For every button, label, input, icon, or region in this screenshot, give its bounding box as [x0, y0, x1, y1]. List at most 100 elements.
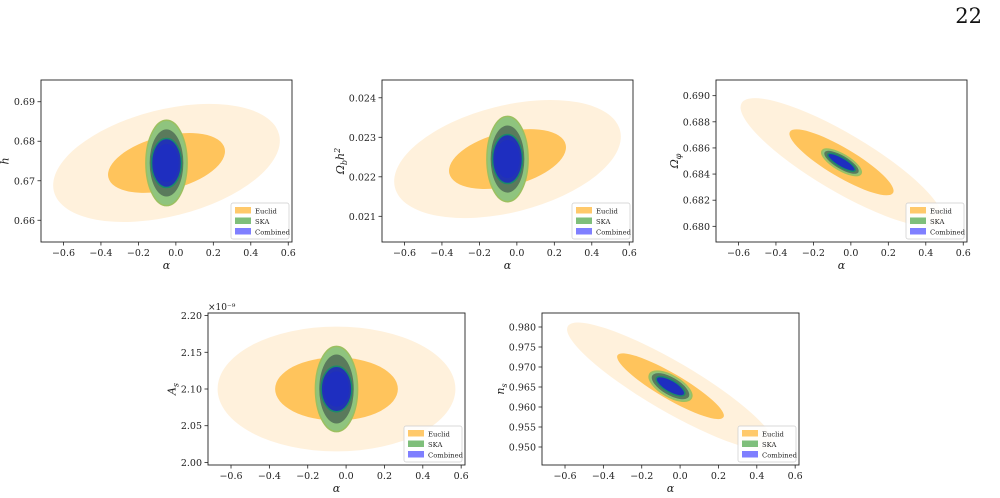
x-tick-label: 0.4: [918, 248, 933, 259]
x-tick-label: −0.4: [430, 248, 453, 259]
legend-swatch-ska: [408, 440, 424, 447]
x-tick-label: −0.6: [553, 471, 576, 482]
x-tick-label: 0.0: [843, 248, 858, 259]
legend-label-combined: Combined: [930, 228, 966, 236]
x-axis-label: α: [838, 259, 846, 272]
combined-1sigma-contour: [324, 371, 349, 407]
y-tick-label: 0.69: [14, 97, 35, 108]
legend-swatch-euclid: [408, 430, 424, 437]
legend-label-euclid: Euclid: [428, 430, 450, 438]
y-tick-label: 0.686: [683, 143, 710, 154]
x-tick-label: 0.2: [547, 248, 562, 259]
axes-frame: [381, 79, 634, 243]
axes-frame: [715, 79, 968, 243]
y-tick-label: 0.024: [349, 93, 376, 104]
plot-area: [567, 322, 774, 450]
x-axis-label: α: [504, 259, 512, 272]
x-tick-label: 0.4: [584, 248, 599, 259]
x-tick-label: −0.2: [127, 248, 150, 259]
y-tick-label: 0.682: [683, 196, 710, 207]
y-tick-label: 2.00: [181, 458, 202, 469]
axes-frame: [40, 79, 293, 243]
legend-label-ska: SKA: [255, 218, 269, 226]
legend-label-combined: Combined: [428, 451, 464, 459]
y-tick-label: 2.10: [181, 385, 202, 396]
legend-label-euclid: Euclid: [762, 430, 784, 438]
x-tick-label: −0.2: [468, 248, 491, 259]
legend-swatch-ska: [235, 217, 251, 224]
x-tick-label: −0.6: [727, 248, 750, 259]
legend-label-ska: SKA: [762, 441, 776, 449]
legend-swatch-combined: [742, 451, 758, 458]
legend-swatch-combined: [235, 228, 251, 235]
legend: Euclid SKA Combined: [230, 202, 291, 240]
x-tick-label: −0.6: [393, 248, 416, 259]
y-axis-label: ns: [494, 383, 509, 394]
y-tick-label: 0.950: [509, 443, 536, 454]
y-tick-label: 0.965: [509, 383, 536, 394]
y-offset-label: ×10⁻⁹: [208, 303, 236, 313]
legend-label-combined: Combined: [762, 451, 798, 459]
x-tick-label: 0.2: [206, 248, 221, 259]
x-tick-label: 0.0: [339, 471, 354, 482]
y-tick-label: 0.022: [349, 172, 376, 183]
y-tick-label: 0.680: [683, 222, 710, 233]
chart-panel-1: −0.6 −0.4 −0.2 0.0 0.2 0.4 0.6 0.66 0.67 0.68 0.69…: [0, 79, 296, 272]
y-tick-label: 0.67: [14, 176, 35, 187]
x-tick-label: 0.6: [622, 248, 637, 259]
x-tick-label: 0.6: [281, 248, 296, 259]
combined-1sigma-contour: [154, 144, 179, 182]
x-tick-label: 0.2: [711, 471, 726, 482]
y-axis-label: h: [0, 157, 12, 164]
x-tick-label: 0.4: [243, 248, 258, 259]
legend-swatch-combined: [408, 451, 424, 458]
plot-area: [740, 98, 943, 227]
y-tick-label: 0.023: [349, 133, 376, 144]
legend-label-ska: SKA: [596, 218, 610, 226]
y-tick-label: 0.66: [14, 216, 35, 227]
x-tick-label: 0.6: [788, 471, 803, 482]
x-tick-label: 0.4: [749, 471, 764, 482]
x-tick-label: 0.0: [673, 471, 688, 482]
chart-panel-2: −0.6 −0.4 −0.2 0.0 0.2 0.4 0.6 0.021 0.022 0.023 0…: [333, 79, 637, 272]
combined-1sigma-contour: [830, 154, 853, 170]
x-tick-label: −0.4: [258, 471, 281, 482]
plot-area: [53, 103, 280, 223]
legend-swatch-euclid: [235, 207, 251, 214]
combined-1sigma-contour: [495, 140, 520, 178]
x-tick-label: 0.2: [881, 248, 896, 259]
y-tick-label: 0.960: [509, 403, 536, 414]
legend-swatch-combined: [576, 228, 592, 235]
legend-swatch-euclid: [576, 207, 592, 214]
legend-swatch-euclid: [742, 430, 758, 437]
legend: Euclid SKA Combined: [905, 202, 966, 240]
y-axis-label: As: [166, 383, 181, 396]
chart-panel-3: −0.6 −0.4 −0.2 0.0 0.2 0.4 0.6 0.680 0.682 0.684 0…: [668, 79, 971, 272]
x-tick-label: −0.6: [219, 471, 242, 482]
page-number: 22: [955, 4, 982, 28]
plot-area: [394, 99, 621, 219]
x-tick-label: 0.6: [454, 471, 469, 482]
x-tick-label: 0.4: [415, 471, 430, 482]
x-tick-label: −0.2: [296, 471, 319, 482]
x-tick-label: −0.4: [764, 248, 787, 259]
y-tick-label: 0.021: [349, 212, 376, 223]
x-tick-label: −0.4: [89, 248, 112, 259]
y-tick-label: 2.15: [181, 348, 202, 359]
legend-label-combined: Combined: [596, 228, 632, 236]
x-tick-label: 0.6: [956, 248, 971, 259]
y-tick-label: 2.05: [181, 421, 202, 432]
x-axis-label: α: [163, 259, 171, 272]
chart-panel-5: −0.6 −0.4 −0.2 0.0 0.2 0.4 0.6 0.950 0.955 0.960 0…: [494, 312, 803, 495]
legend-swatch-ska: [910, 217, 926, 224]
y-axis-label: Ωφ: [668, 153, 683, 169]
legend: Euclid SKA Combined: [737, 425, 798, 463]
y-axis-label: Ωbh2: [333, 148, 349, 175]
legend-swatch-euclid: [910, 207, 926, 214]
x-axis-label: α: [333, 482, 341, 495]
chart-panel-4: −0.6 −0.4 −0.2 0.0 0.2 0.4 0.6 2.00 2.05 2.10 2.15…: [166, 303, 469, 495]
y-tick-label: 0.970: [509, 363, 536, 374]
x-tick-label: −0.6: [52, 248, 75, 259]
plot-area: [217, 326, 456, 452]
